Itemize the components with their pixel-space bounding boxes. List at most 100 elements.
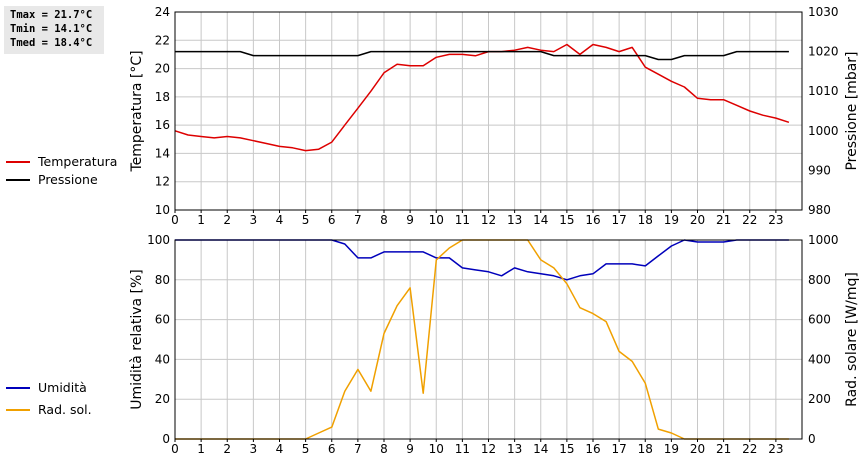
y-right-tick-label: 1030: [808, 5, 839, 19]
legend-item-umidita: Umidità: [6, 380, 87, 395]
x-tick-label: 21: [716, 213, 731, 227]
x-tick-label: 1: [197, 213, 205, 227]
x-tick-label: 18: [638, 442, 653, 456]
y-left-tick-label: 80: [155, 273, 170, 287]
y-left-tick-label: 18: [155, 90, 170, 104]
y-left-tick-label: 12: [155, 175, 170, 189]
stat-tmed: Tmed = 18.4°C: [10, 37, 93, 49]
y-left-tick-label: 14: [155, 146, 170, 160]
chart-panel-2: 0 1 2 3 4 5 6 7 8 9 10 11 12 13 14 15 16 17 18 19 20 21 22 2302…: [129, 233, 860, 456]
x-tick-label: 5: [302, 213, 310, 227]
legend-label-rad-sol: Rad. sol.: [38, 402, 92, 417]
x-tick-label: 7: [354, 213, 362, 227]
chart-panel-1: 0 1 2 3 4 5 6 7 8 9 10 11 12 13 14 15 16 17 18 19 20 21 22 2310…: [129, 5, 860, 227]
x-tick-label: 23: [768, 442, 783, 456]
x-tick-label: 13: [507, 442, 522, 456]
y-left-tick-label: 20: [155, 62, 170, 76]
y-left-tick-label: 40: [155, 352, 170, 366]
x-tick-label: 14: [533, 442, 548, 456]
x-tick-label: 23: [768, 213, 783, 227]
x-tick-label: 11: [455, 442, 470, 456]
x-tick-label: 4: [276, 442, 284, 456]
x-tick-label: 20: [690, 442, 705, 456]
stat-tmax: Tmax = 21.7°C: [10, 9, 93, 21]
series-line-temperatura: [174, 43, 790, 152]
y-left-tick-label: 60: [155, 313, 170, 327]
y-right-tick-label: 400: [808, 352, 831, 366]
y-right-tick-label: 600: [808, 313, 831, 327]
legend-label-temperatura: Temperatura: [38, 154, 118, 169]
x-tick-label: 8: [380, 442, 388, 456]
series-line-umidit: [175, 239, 789, 281]
x-tick-label: 9: [406, 213, 414, 227]
legend-swatch-pressione: [6, 178, 30, 181]
legend-swatch-temperatura: [6, 160, 30, 163]
x-tick-label: 14: [533, 213, 548, 227]
x-tick-label: 16: [585, 442, 600, 456]
y-left-tick-label: 16: [155, 118, 170, 132]
y-right-tick-label: 800: [808, 273, 831, 287]
x-tick-label: 4: [276, 213, 284, 227]
y-right-axis-title: Pressione [mbar]: [844, 51, 860, 170]
x-tick-label: 7: [354, 442, 362, 456]
y-right-tick-label: 1000: [808, 124, 839, 138]
x-tick-label: 12: [481, 442, 496, 456]
y-left-tick-label: 0: [162, 432, 170, 446]
x-tick-label: 10: [429, 213, 444, 227]
x-tick-label: 15: [559, 442, 574, 456]
series-line-pressione: [175, 50, 789, 61]
legend-swatch-umidita: [6, 386, 30, 389]
x-tick-label: 19: [664, 213, 679, 227]
y-left-tick-label: 100: [147, 233, 170, 247]
x-tick-label: 1: [197, 442, 205, 456]
legend-label-pressione: Pressione: [38, 172, 98, 187]
y-left-tick-label: 22: [155, 33, 170, 47]
x-tick-label: 3: [250, 213, 258, 227]
x-tick-label: 9: [406, 442, 414, 456]
x-tick-label: 15: [559, 213, 574, 227]
y-left-axis-title: Temperatura [°C]: [129, 50, 145, 172]
x-tick-label: 22: [742, 442, 757, 456]
legend-swatch-rad-sol: [6, 408, 30, 411]
x-tick-label: 2: [223, 442, 231, 456]
legend-label-umidita: Umidità: [38, 380, 87, 395]
x-tick-label: 10: [429, 442, 444, 456]
y-right-tick-label: 0: [808, 432, 816, 446]
y-left-axis-title: Umidità relativa [%]: [129, 269, 145, 410]
x-tick-label: 16: [585, 213, 600, 227]
series-line-rad-sol: [175, 239, 789, 440]
y-right-tick-label: 1000: [808, 233, 839, 247]
y-left-tick-label: 24: [155, 5, 170, 19]
x-tick-label: 3: [250, 442, 258, 456]
x-tick-label: 20: [690, 213, 705, 227]
stats-box: Tmax = 21.7°C Tmin = 14.1°C Tmed = 18.4°…: [4, 6, 104, 54]
x-tick-label: 22: [742, 213, 757, 227]
stat-tmin: Tmin = 14.1°C: [10, 23, 93, 35]
x-tick-label: 2: [223, 213, 231, 227]
x-tick-label: 6: [328, 213, 336, 227]
x-tick-label: 17: [611, 213, 626, 227]
x-tick-label: 8: [380, 213, 388, 227]
x-tick-label: 19: [664, 442, 679, 456]
y-left-tick-label: 20: [155, 392, 170, 406]
y-right-tick-label: 1010: [808, 84, 839, 98]
x-tick-label: 0: [171, 442, 179, 456]
y-right-axis-title: Rad. solare [W/mq]: [844, 272, 860, 407]
y-left-tick-label: 10: [155, 203, 170, 217]
x-tick-label: 11: [455, 213, 470, 227]
x-tick-label: 17: [611, 442, 626, 456]
y-right-tick-label: 990: [808, 163, 831, 177]
y-right-tick-label: 1020: [808, 45, 839, 59]
x-tick-label: 18: [638, 213, 653, 227]
legend-item-pressione: Pressione: [6, 172, 98, 187]
x-tick-label: 5: [302, 442, 310, 456]
x-tick-label: 6: [328, 442, 336, 456]
legend-item-rad-sol: Rad. sol.: [6, 402, 92, 417]
x-tick-label: 0: [171, 213, 179, 227]
legend-item-temperatura: Temperatura: [6, 154, 117, 169]
y-right-tick-label: 980: [808, 203, 831, 217]
x-tick-label: 13: [507, 213, 522, 227]
y-right-tick-label: 200: [808, 392, 831, 406]
x-tick-label: 12: [481, 213, 496, 227]
